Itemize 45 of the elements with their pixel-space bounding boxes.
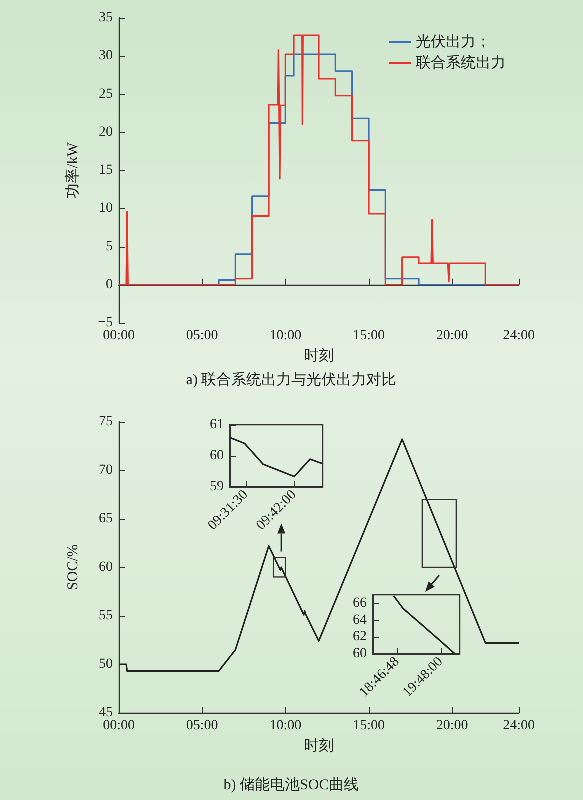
legend-label: 联合系统出力 bbox=[416, 54, 506, 72]
x-axis-title: 时刻 bbox=[304, 348, 334, 364]
y-tick-label: 60 bbox=[99, 560, 113, 575]
text: b) 储能电池SOC曲线 bbox=[224, 776, 360, 794]
y-tick-label: 70 bbox=[99, 463, 113, 478]
x-tick-label: 00:00 bbox=[103, 328, 135, 344]
y-axis-title: SOC/% bbox=[66, 544, 82, 590]
y-tick-label: 30 bbox=[99, 48, 113, 64]
y-tick-label: 45 bbox=[99, 706, 113, 720]
x-tick-label: 15:00 bbox=[353, 328, 385, 344]
x-tick-label: 24:00 bbox=[503, 718, 535, 734]
y-tick-label: 0 bbox=[106, 277, 113, 292]
line-series bbox=[229, 436, 324, 478]
y-axis-title: 功率/kW bbox=[64, 142, 82, 198]
y-tick-label: 60 bbox=[353, 646, 367, 662]
y-tick-label: 66 bbox=[353, 596, 367, 611]
y-tick-label: 59 bbox=[210, 480, 224, 494]
y-tick-label: 61 bbox=[210, 418, 224, 432]
legend-label: 光伏出力； bbox=[416, 34, 491, 50]
y-tick-label: −5 bbox=[98, 316, 113, 330]
text: a) 联合系统出力与光伏出力对比 bbox=[186, 372, 397, 388]
y-tick-label: 25 bbox=[99, 86, 113, 102]
y-tick-label: 50 bbox=[99, 657, 113, 672]
y-tick-label: 5 bbox=[106, 239, 113, 254]
x-tick-label: 15:00 bbox=[353, 718, 385, 734]
y-tick-label: 15 bbox=[99, 163, 113, 178]
y-tick-label: 35 bbox=[99, 10, 113, 26]
y-tick-label: 55 bbox=[99, 608, 113, 624]
y-tick-label: 10 bbox=[99, 201, 113, 216]
x-tick-label: 05:00 bbox=[186, 328, 218, 344]
y-tick-label: 60 bbox=[210, 448, 224, 464]
y-tick-label: 64 bbox=[353, 612, 367, 628]
y-tick-label: 20 bbox=[99, 124, 113, 140]
y-tick-label: 62 bbox=[353, 630, 367, 645]
y-tick-label: 75 bbox=[99, 414, 113, 430]
line-series bbox=[392, 595, 456, 655]
x-axis-title: 时刻 bbox=[304, 738, 334, 754]
x-tick-label: 10:00 bbox=[270, 328, 302, 344]
x-tick-label: 05:00 bbox=[186, 718, 218, 734]
x-tick-label: 00:00 bbox=[103, 718, 135, 734]
x-tick-label: 20:00 bbox=[436, 718, 468, 734]
x-tick-label: 24:00 bbox=[503, 328, 535, 344]
x-tick-label: 10:00 bbox=[270, 718, 302, 734]
y-tick-label: 65 bbox=[99, 512, 113, 526]
x-tick-label: 20:00 bbox=[436, 328, 468, 344]
